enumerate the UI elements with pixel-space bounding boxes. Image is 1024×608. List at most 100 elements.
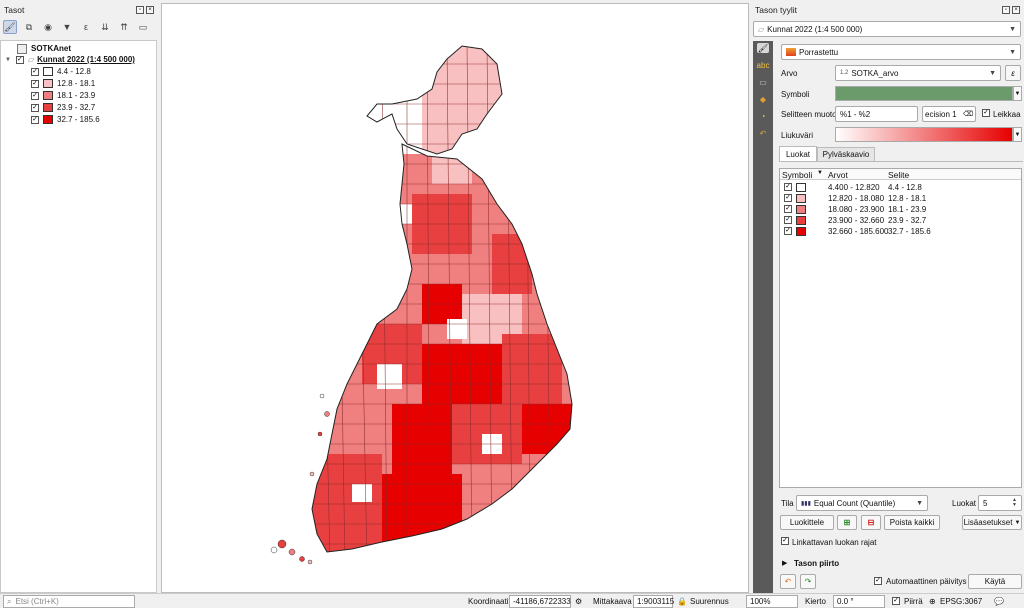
renderer-selector[interactable]: Porrastettu ▼ (781, 44, 1021, 60)
clear-icon[interactable]: ⌫ (963, 111, 973, 118)
close-panel-icon[interactable]: × (1012, 6, 1020, 14)
finland-choropleth[interactable] (162, 4, 750, 594)
clip-checkbox[interactable]: ✓ (982, 109, 990, 117)
class-visible-checkbox[interactable]: ✓ (784, 227, 792, 235)
class-values[interactable]: 18.080 - 23.900 (828, 204, 885, 214)
delete-all-button[interactable]: Poista kaikki (884, 515, 940, 530)
class-table-row[interactable]: ✓ 32.660 - 185.600 32.7 - 185.6 (780, 226, 1021, 236)
layer-rendering-label[interactable]: Tason piirto (794, 559, 840, 568)
color-ramp-button[interactable] (835, 127, 1013, 142)
symbology-icon[interactable]: 🖌 (757, 43, 769, 53)
class-table-row[interactable]: ✓ 12.820 - 18.080 12.8 - 18.1 (780, 193, 1021, 203)
locator-search-input[interactable]: ⌕ Etsi (Ctrl+K) (3, 595, 135, 608)
class-legend[interactable]: 4.4 - 12.8 (888, 182, 922, 192)
layer-selector[interactable]: ▱ Kunnat 2022 (1:4 500 000) ▼ (753, 21, 1021, 37)
classes-table[interactable]: Symboli ▼ Arvot Selite ✓ 4.400 - 12.820 4.… (779, 168, 1022, 488)
class-symbol-swatch[interactable] (796, 226, 806, 236)
class-table-row[interactable]: ✓ 4.400 - 12.820 4.4 - 12.8 (780, 182, 1021, 192)
undo-icon[interactable]: ↶ (780, 574, 796, 589)
legend-class-row[interactable]: ✓ 12.8 - 18.1 (1, 78, 156, 89)
mode-selector[interactable]: ▮▮▮ Equal Count (Quantile) ▼ (796, 495, 928, 511)
class-symbol-swatch[interactable] (796, 204, 806, 214)
class-visibility-checkbox[interactable]: ✓ (31, 67, 39, 76)
add-group-icon[interactable]: ⧉ (25, 21, 33, 32)
rotation-field[interactable]: 0.0 ° (833, 595, 885, 608)
crs-label[interactable]: EPSG:3067 (940, 597, 983, 606)
class-symbol-swatch[interactable] (796, 193, 806, 203)
map-canvas[interactable] (161, 3, 749, 593)
legend-class-row[interactable]: ✓ 4.4 - 12.8 (1, 66, 156, 77)
labels-icon[interactable]: abc (756, 60, 770, 70)
add-class-icon[interactable]: ⊞ (837, 515, 857, 530)
3d-view-icon[interactable]: ◆ (759, 94, 767, 104)
toggle-extents-icon[interactable]: ⚙ (575, 597, 583, 606)
auto-update-checkbox[interactable]: ✓ (874, 577, 882, 585)
class-visibility-checkbox[interactable]: ✓ (31, 115, 39, 124)
layer-row[interactable]: ▼ ✓ ▱ Kunnat 2022 (1:4 500 000) (1, 54, 156, 65)
class-table-row[interactable]: ✓ 18.080 - 23.900 18.1 - 23.9 (780, 204, 1021, 214)
class-symbol-swatch[interactable] (796, 215, 806, 225)
class-visibility-checkbox[interactable]: ✓ (31, 79, 39, 88)
legend-format-input[interactable]: %1 - %2 (835, 106, 918, 122)
class-values[interactable]: 32.660 - 185.600 (828, 226, 889, 236)
apply-button[interactable]: Käytä (968, 574, 1022, 589)
coordinate-field[interactable]: -41186,6722333 (509, 595, 571, 608)
precision-spinner[interactable]: ecision 1 ⌫ (922, 106, 976, 122)
class-legend[interactable]: 18.1 - 23.9 (888, 204, 927, 214)
crs-icon[interactable]: ⊕ (929, 597, 936, 606)
class-legend[interactable]: 23.9 - 32.7 (888, 215, 927, 225)
layer-visibility-checkbox[interactable]: ✓ (15, 55, 24, 64)
class-legend[interactable]: 32.7 - 185.6 (888, 226, 931, 236)
redo-icon[interactable]: ↷ (800, 574, 816, 589)
remove-class-icon[interactable]: ⊟ (861, 515, 881, 530)
lock-icon[interactable]: 🔒 (677, 597, 687, 606)
float-panel-icon[interactable]: ▫ (1002, 6, 1010, 14)
expression-button[interactable]: ε (1005, 65, 1021, 81)
legend-class-row[interactable]: ✓ 32.7 - 185.6 (1, 114, 156, 125)
style-dock-icon[interactable]: 🖌 (3, 20, 17, 34)
magnifier-field[interactable]: 100% (746, 595, 798, 608)
filter-legend-icon[interactable]: ▼ (62, 22, 72, 32)
masks-icon[interactable]: ▭ (759, 77, 767, 87)
tab-histogram[interactable]: Pylväskaavio (817, 147, 875, 161)
classes-count-spinner[interactable]: 5 ▲ ▼ (978, 495, 1022, 511)
legend-class-row[interactable]: ✓ 18.1 - 23.9 (1, 90, 156, 101)
remove-layer-icon[interactable]: ▭ (138, 21, 148, 32)
history-icon[interactable]: ↶ (759, 128, 767, 138)
tab-classes[interactable]: Luokat (779, 146, 817, 161)
expand-all-icon[interactable]: ⇊ (101, 21, 109, 32)
expand-arrow-icon[interactable]: ▶ (782, 560, 788, 567)
filter-expression-icon[interactable]: ε (83, 22, 88, 32)
class-visible-checkbox[interactable]: ✓ (784, 183, 792, 191)
scale-field[interactable]: 1:9003115 (633, 595, 674, 608)
manage-theme-icon[interactable]: ◉ (44, 21, 52, 32)
render-checkbox[interactable]: ✓ (892, 597, 900, 605)
class-symbol-swatch[interactable] (796, 182, 806, 192)
advanced-button[interactable]: Lisäasetukset ▼ (962, 515, 1022, 530)
class-visible-checkbox[interactable]: ✓ (784, 194, 792, 202)
symbol-menu-arrow-icon[interactable]: ▼ (1013, 86, 1022, 101)
sort-down-icon[interactable]: ▼ (817, 170, 823, 176)
class-table-row[interactable]: ✓ 23.900 - 32.660 23.9 - 32.7 (780, 215, 1021, 225)
link-class-bounds-checkbox[interactable]: ✓ (781, 537, 789, 545)
classify-button[interactable]: Luokittele (780, 515, 834, 530)
collapse-all-icon[interactable]: ⇈ (120, 21, 128, 32)
class-legend[interactable]: 12.8 - 18.1 (888, 193, 927, 203)
symbol-button[interactable] (835, 86, 1013, 101)
float-panel-icon[interactable]: ▫ (136, 6, 144, 14)
close-panel-icon[interactable]: × (146, 6, 154, 14)
class-visible-checkbox[interactable]: ✓ (784, 205, 792, 213)
spinner-arrows-icon[interactable]: ▲ ▼ (1012, 497, 1017, 508)
class-values[interactable]: 12.820 - 18.080 (828, 193, 885, 203)
class-visibility-checkbox[interactable]: ✓ (31, 91, 39, 100)
legend-class-row[interactable]: ✓ 23.9 - 32.7 (1, 102, 156, 113)
messages-icon[interactable]: 💬 (994, 597, 1004, 606)
class-visible-checkbox[interactable]: ✓ (784, 216, 792, 224)
collapse-arrow-icon[interactable]: ▼ (5, 56, 11, 63)
group-row[interactable]: SOTKAnet (1, 43, 156, 54)
class-visibility-checkbox[interactable]: ✓ (31, 103, 39, 112)
diagrams-icon[interactable]: ◔ (760, 111, 766, 121)
class-values[interactable]: 23.900 - 32.660 (828, 215, 885, 225)
value-field-selector[interactable]: 1.2 SOTKA_arvo ▼ (835, 65, 1001, 81)
color-ramp-menu-arrow-icon[interactable]: ▼ (1013, 127, 1022, 142)
